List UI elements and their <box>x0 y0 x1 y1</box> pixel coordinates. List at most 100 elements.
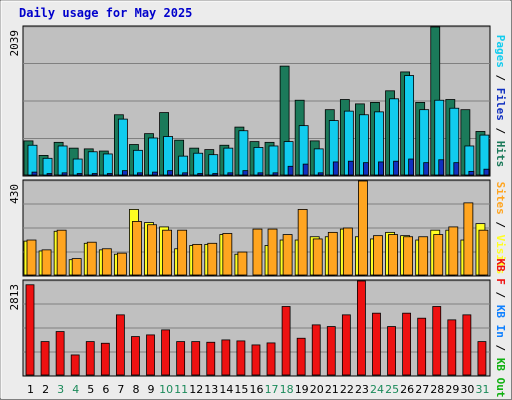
bar-files-day-12 <box>193 152 204 176</box>
bar-files-day-4 <box>72 158 83 176</box>
bar-pages-day-3 <box>61 172 68 176</box>
max-label: 430 <box>8 184 21 204</box>
bar-kbf-day-6 <box>100 342 110 376</box>
x-tick-label-day-26: 26 <box>400 383 414 396</box>
bar-files-day-2 <box>42 157 53 176</box>
bar-sites-day-8 <box>132 221 142 276</box>
bar-pages-day-23 <box>363 162 369 176</box>
bar-kbf-day-23 <box>357 280 366 376</box>
bar-kbf-day-11 <box>176 341 186 376</box>
bar-kbf-day-24 <box>372 312 381 376</box>
x-tick-label-day-10: 10 <box>159 383 173 396</box>
bar-kbf-day-14 <box>221 339 231 376</box>
bar-files-day-5 <box>87 151 98 176</box>
bar-sites-day-21 <box>327 231 338 276</box>
bar-pages-day-7 <box>121 170 128 176</box>
bar-pages-day-6 <box>106 173 113 176</box>
x-tick-label-day-5: 5 <box>87 383 94 396</box>
bar-kbf-day-31 <box>477 341 487 376</box>
bar-sites-day-18 <box>282 234 293 276</box>
x-tick-label-day-14: 14 <box>219 383 233 396</box>
x-tick-label-day-9: 9 <box>148 383 155 396</box>
bar-files-day-1 <box>27 144 38 176</box>
x-tick-label-day-4: 4 <box>72 383 79 396</box>
x-tick-label-day-3: 3 <box>57 383 64 396</box>
legend-entry: Visits <box>494 235 507 275</box>
max-label: 2039 <box>8 30 21 57</box>
bar-pages-day-15 <box>242 170 249 176</box>
bar-pages-day-11 <box>182 172 189 176</box>
bar-pages-day-27 <box>423 162 430 176</box>
bar-kbf-day-26 <box>402 312 412 376</box>
bar-files-day-13 <box>208 154 219 176</box>
x-tick-label-day-23: 23 <box>355 383 369 396</box>
bar-sites-day-5 <box>86 241 97 276</box>
x-tick-label-day-27: 27 <box>415 383 429 396</box>
bar-pages-day-17 <box>272 172 279 176</box>
x-tick-label-day-6: 6 <box>102 383 109 396</box>
bar-files-day-14 <box>223 147 234 176</box>
bar-files-day-7 <box>117 118 128 176</box>
bar-sites-day-14 <box>222 233 233 276</box>
x-tick-label-day-28: 28 <box>430 383 444 396</box>
bar-kbf-day-28 <box>432 306 442 376</box>
bar-files-day-9 <box>148 137 158 176</box>
bar-sites-day-31 <box>478 229 489 276</box>
bar-kbf-day-1 <box>25 284 35 376</box>
bar-files-day-11 <box>178 155 189 176</box>
x-tick-label-day-24: 24 <box>370 383 384 396</box>
bar-files-day-8 <box>133 149 143 176</box>
bar-sites-day-6 <box>101 248 112 276</box>
legend-entry: KB Out <box>494 358 507 398</box>
bar-sites-day-7 <box>116 252 127 276</box>
legend-entry: KB In <box>494 305 507 338</box>
bar-sites-day-13 <box>207 242 218 276</box>
bar-kbf-day-12 <box>191 341 201 376</box>
bar-kbf-day-18 <box>281 306 291 376</box>
legend-entry: / <box>494 215 507 235</box>
bar-kbf-day-2 <box>40 341 50 376</box>
legend-entry: / <box>494 338 507 358</box>
x-tick-label-day-16: 16 <box>250 383 264 396</box>
x-tick-label-day-17: 17 <box>265 383 279 396</box>
x-tick-label-day-18: 18 <box>280 383 294 396</box>
x-tick-label-day-1: 1 <box>27 383 34 396</box>
bar-pages-day-22 <box>347 160 354 176</box>
x-tick-label-day-22: 22 <box>340 383 354 396</box>
bar-pages-day-9 <box>152 171 158 176</box>
bar-pages-day-30 <box>468 170 475 176</box>
bar-kbf-day-8 <box>131 336 140 376</box>
chart-title: Daily usage for May 2025 <box>19 6 192 20</box>
bar-files-day-20 <box>313 148 324 176</box>
x-tick-label-day-19: 19 <box>295 383 309 396</box>
bar-sites-day-28 <box>433 234 444 276</box>
bar-kbf-day-19 <box>296 337 306 376</box>
bar-kbf-day-3 <box>55 331 65 376</box>
bar-kbf-day-13 <box>206 341 216 376</box>
bar-files-day-15 <box>238 130 249 176</box>
x-tick-label-day-30: 30 <box>460 383 474 396</box>
bar-sites-day-19 <box>297 209 308 276</box>
bar-files-day-6 <box>102 153 113 176</box>
bar-pages-day-28 <box>438 159 445 176</box>
legend-entry: Pages <box>494 35 507 68</box>
bar-pages-day-2 <box>46 173 53 176</box>
bar-kbf-day-5 <box>85 341 95 376</box>
x-tick-label-day-13: 13 <box>204 383 218 396</box>
bar-sites-day-2 <box>41 249 52 276</box>
bar-pages-day-14 <box>227 172 234 176</box>
bar-sites-day-24 <box>373 235 383 276</box>
bar-files-day-16 <box>253 147 264 176</box>
bar-sites-day-1 <box>26 239 37 276</box>
bar-kbf-day-17 <box>266 342 276 376</box>
bar-pages-day-31 <box>483 168 490 176</box>
bar-sites-day-20 <box>312 238 323 276</box>
legend-kb: KB F / KB In / KB Out <box>494 258 507 397</box>
bar-pages-day-26 <box>408 158 415 176</box>
bar-pages-day-25 <box>393 160 399 176</box>
bar-pages-day-13 <box>212 173 219 176</box>
bar-pages-day-16 <box>257 172 264 176</box>
x-tick-label-day-29: 29 <box>445 383 459 396</box>
legend-entry: / <box>494 121 507 141</box>
bar-files-day-3 <box>57 145 68 176</box>
